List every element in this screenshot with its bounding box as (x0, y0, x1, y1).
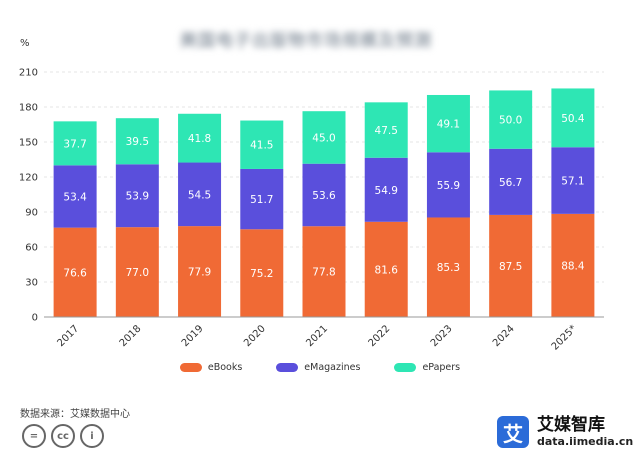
data-label-emagazines: 53.6 (312, 190, 336, 202)
bar-epapers-2023 (426, 94, 470, 153)
bars (53, 88, 595, 317)
data-label-emagazines: 54.9 (375, 185, 398, 197)
license-icons: = cc i (22, 424, 104, 448)
bar-ebooks-2019 (178, 226, 222, 317)
data-source: 数据来源：艾媒数据中心 (20, 409, 130, 420)
data-labels: 76.6 53.4 37.7 77.0 53.9 39.5 77.9 54.5 41.8 75.2… (63, 113, 584, 280)
bar-emagazines-2019 (178, 162, 222, 227)
data-label-epapers: 50.0 (499, 115, 522, 127)
data-label-ebooks: 75.2 (250, 268, 273, 280)
data-label-ebooks: 77.9 (188, 267, 211, 279)
cc-nd-icon: = (22, 424, 46, 448)
brand-url: data.iimedia.cn (537, 435, 634, 448)
data-label-emagazines: 57.1 (561, 176, 584, 188)
y-tick-label: 210 (19, 68, 38, 79)
bar-emagazines-2018 (115, 164, 159, 228)
x-tick-label: 2021 (304, 323, 330, 349)
bar-ebooks-2017 (53, 227, 97, 317)
legend-label-epapers: ePapers (422, 362, 461, 373)
data-label-ebooks: 81.6 (375, 264, 399, 276)
x-tick-label: 2020 (242, 323, 268, 349)
bar-ebooks-2021 (302, 226, 346, 317)
legend-swatch-ebooks (179, 363, 202, 372)
data-label-epapers: 50.4 (561, 113, 585, 125)
cc-by-icon: i (80, 424, 104, 448)
data-label-epapers: 41.8 (188, 133, 211, 145)
x-tick-label: 2019 (180, 323, 206, 349)
cc-icon: cc (51, 424, 75, 448)
bar-epapers-2025* (551, 88, 595, 148)
bar-emagazines-2025* (551, 147, 595, 214)
bar-epapers-2024 (489, 90, 533, 149)
data-label-epapers: 37.7 (63, 138, 86, 150)
y-tick-label: 120 (19, 173, 38, 184)
data-label-emagazines: 56.7 (499, 177, 522, 189)
bar-ebooks-2018 (115, 227, 159, 317)
legend-item-epapers: ePapers (394, 362, 460, 373)
data-label-emagazines: 53.4 (63, 191, 87, 203)
data-label-emagazines: 55.9 (437, 180, 460, 192)
bar-emagazines-2024 (489, 148, 533, 215)
y-tick-label: 90 (25, 208, 38, 219)
data-label-ebooks: 88.4 (561, 260, 585, 272)
bar-ebooks-2025* (551, 213, 595, 317)
bar-epapers-2022 (364, 102, 408, 158)
bar-ebooks-2020 (240, 229, 284, 317)
data-label-epapers: 49.1 (437, 119, 460, 131)
legend-swatch-epapers (394, 363, 417, 372)
legend-item-emagazines: eMagazines (276, 362, 360, 373)
legend-label-emagazines: eMagazines (304, 362, 361, 373)
data-label-ebooks: 77.0 (126, 267, 149, 279)
data-label-epapers: 45.0 (312, 132, 335, 144)
y-tick-label: 150 (19, 138, 38, 149)
bar-emagazines-2022 (364, 157, 408, 222)
bar-emagazines-2021 (302, 163, 346, 227)
x-tick-label: 2022 (367, 323, 393, 349)
bar-ebooks-2023 (426, 217, 470, 317)
bar-epapers-2019 (178, 113, 222, 163)
y-unit-label: % (20, 38, 30, 49)
iimedia-logo-icon: 艾 (497, 416, 529, 448)
stacked-bar-chart: 76.6 53.4 37.7 77.0 53.9 39.5 77.9 54.5 41.8 75.2… (19, 38, 604, 353)
x-tick-label: 2024 (491, 323, 517, 349)
bar-epapers-2020 (240, 120, 284, 169)
bar-emagazines-2023 (426, 152, 470, 218)
data-label-ebooks: 85.3 (437, 262, 460, 274)
legend: eBooks eMagazines ePapers (0, 362, 640, 373)
legend-item-ebooks: eBooks (179, 362, 243, 373)
bar-ebooks-2024 (489, 214, 533, 317)
data-label-emagazines: 51.7 (250, 194, 273, 206)
data-label-epapers: 39.5 (126, 136, 149, 148)
bar-emagazines-2017 (53, 165, 97, 228)
y-tick-label: 180 (19, 103, 38, 114)
y-tick-label: 60 (25, 243, 38, 254)
data-label-emagazines: 53.9 (126, 191, 149, 203)
data-label-ebooks: 77.8 (312, 267, 335, 279)
chart-title: 美国电子出版物市场规模及预测 (180, 31, 432, 51)
data-label-epapers: 47.5 (375, 125, 398, 137)
brand-name: 艾媒智库 (537, 415, 605, 435)
legend-label-ebooks: eBooks (207, 362, 243, 373)
bar-epapers-2021 (302, 111, 346, 164)
data-label-epapers: 41.5 (250, 140, 273, 152)
x-tick-label: 2018 (118, 323, 144, 349)
x-tick-label: 2025* (550, 323, 579, 352)
bar-emagazines-2020 (240, 168, 284, 230)
data-label-emagazines: 54.5 (188, 189, 211, 201)
brand-logo: 艾 艾媒智库 data.iimedia.cn (497, 416, 633, 448)
bar-epapers-2017 (53, 121, 97, 166)
bar-epapers-2018 (115, 118, 159, 165)
y-tick-label: 0 (32, 313, 38, 324)
legend-swatch-emagazines (276, 363, 299, 372)
x-tick-label: 2023 (429, 323, 455, 349)
data-label-ebooks: 87.5 (499, 261, 522, 273)
y-tick-label: 30 (25, 278, 38, 289)
x-tick-label: 2017 (55, 323, 81, 349)
data-label-ebooks: 76.6 (63, 267, 87, 279)
bar-ebooks-2022 (364, 221, 408, 317)
